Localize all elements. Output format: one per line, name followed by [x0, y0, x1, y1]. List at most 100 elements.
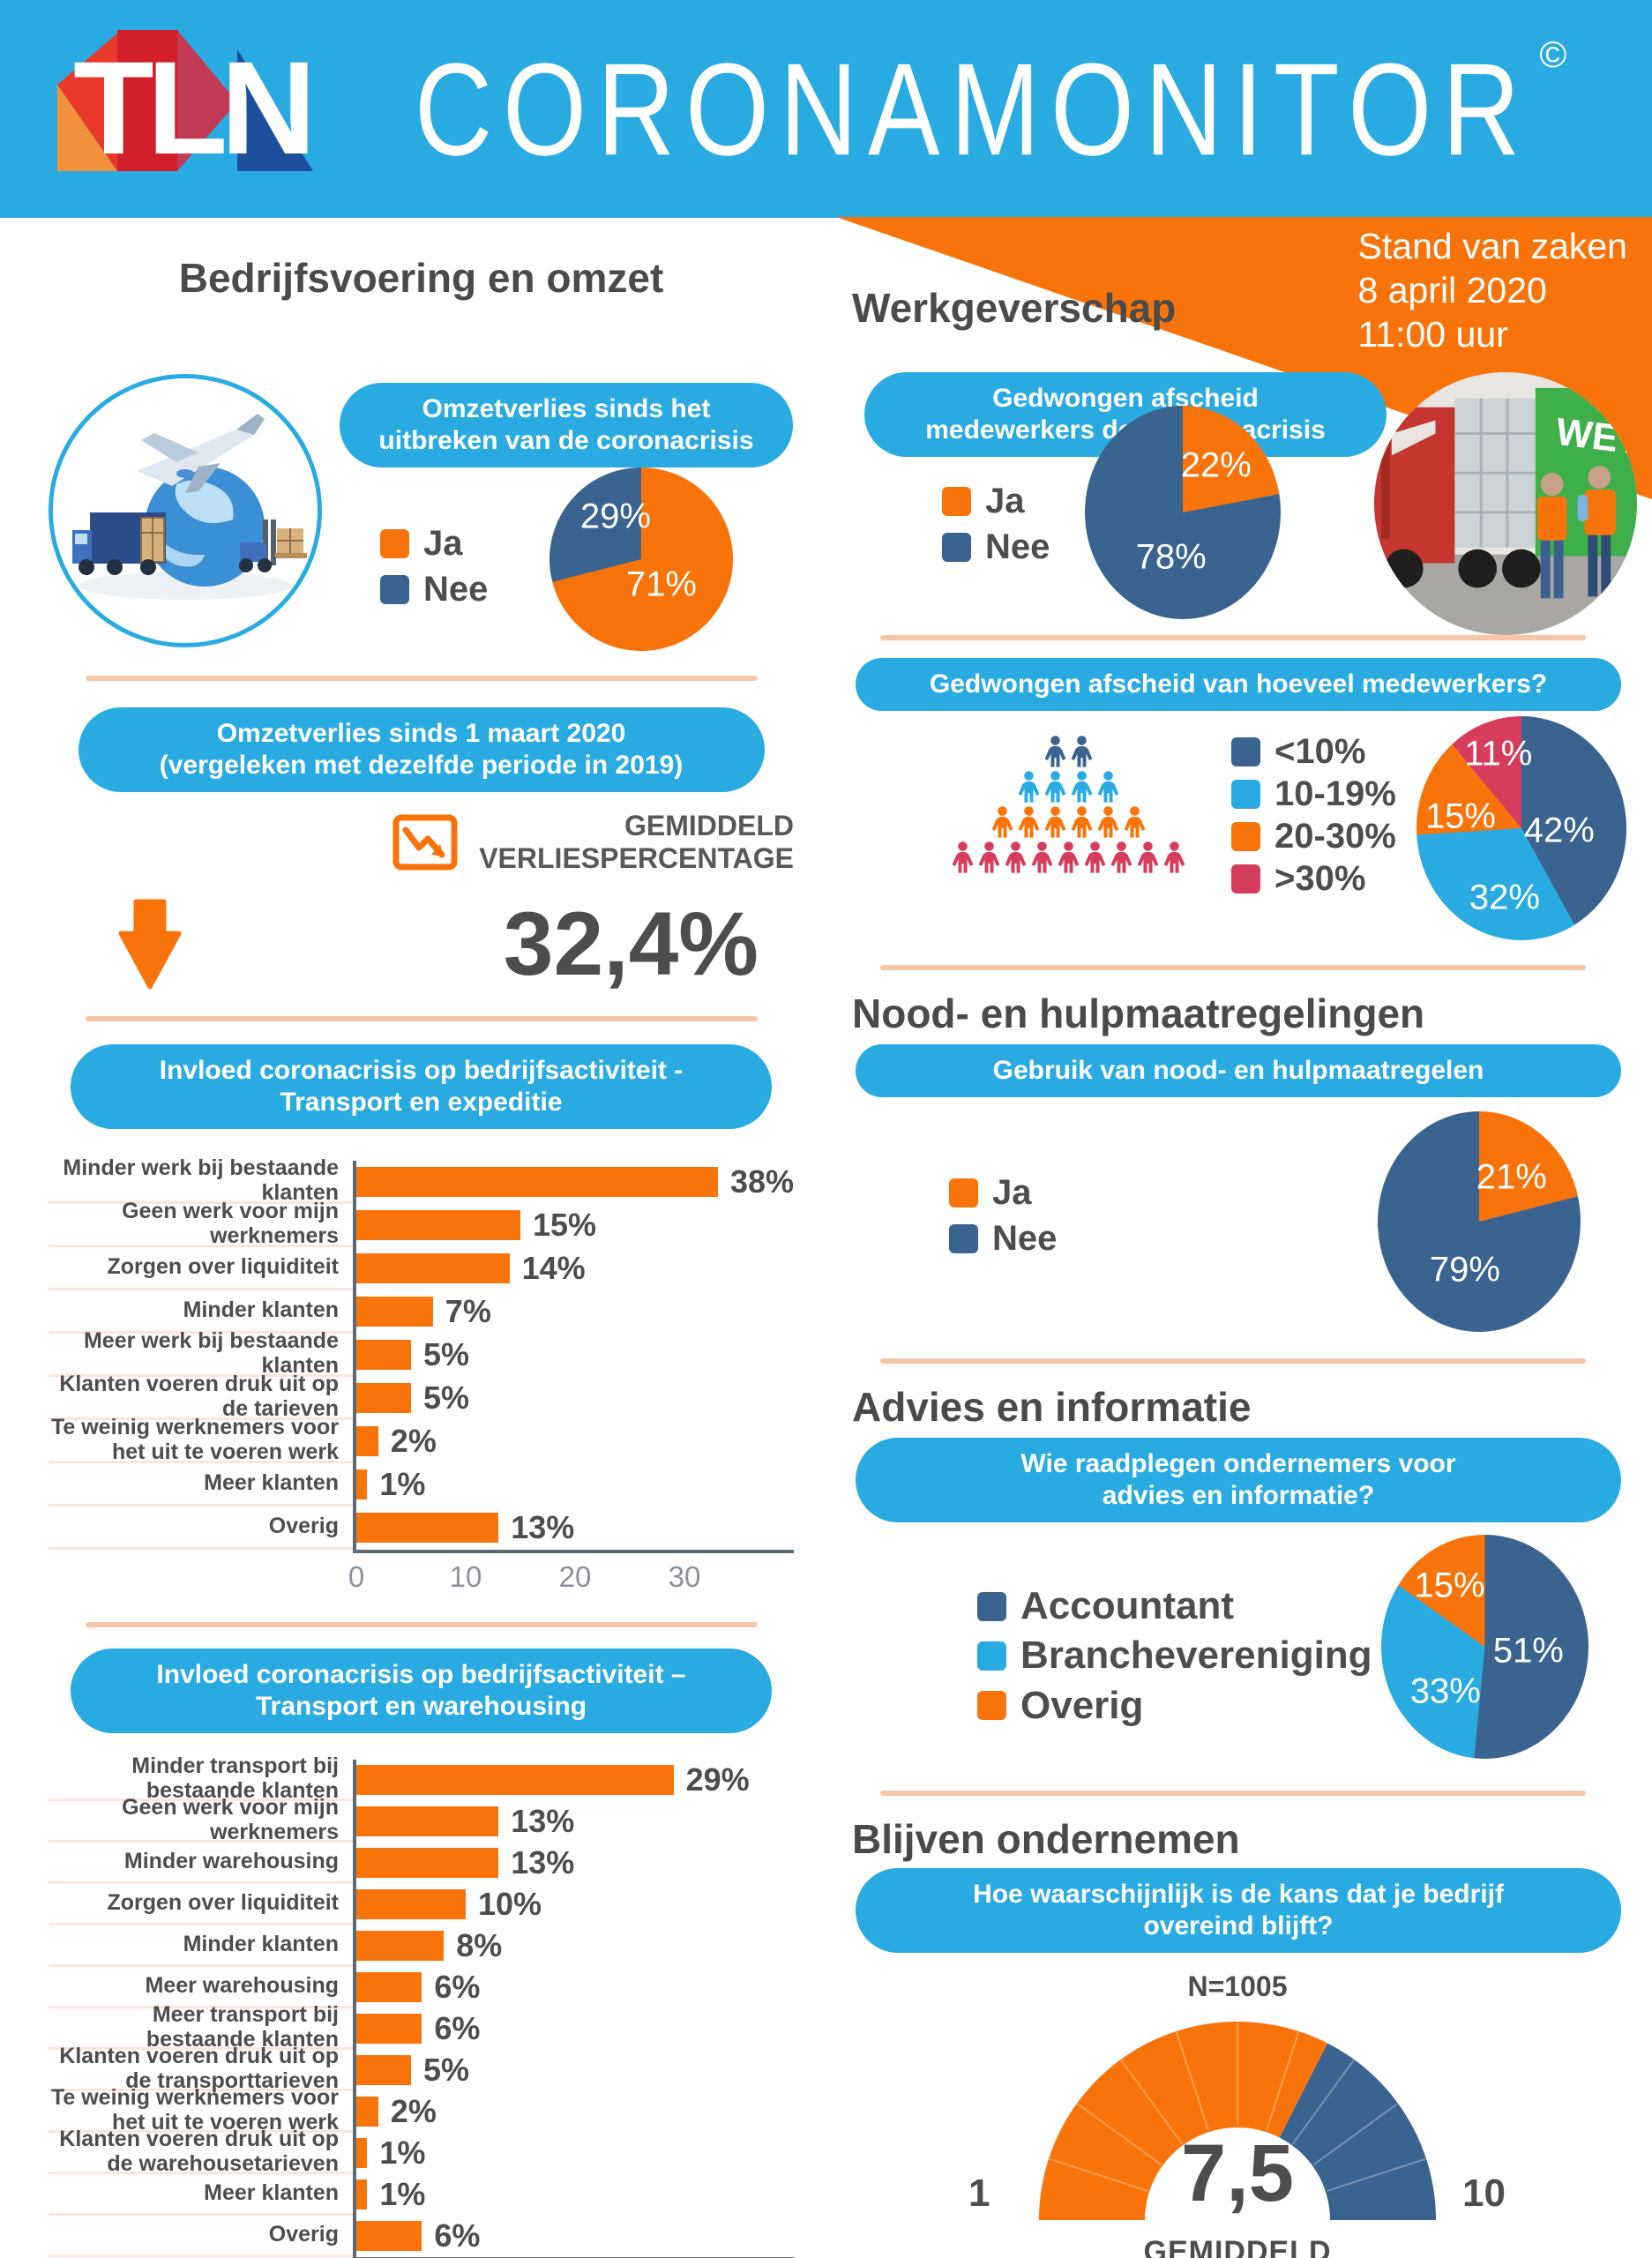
legend-item: 20-30% [1231, 817, 1396, 856]
bar-fill [356, 1972, 422, 2003]
bar-fill [356, 1889, 466, 1920]
bar-value: 38% [729, 1163, 794, 1200]
legend-swatch [949, 1178, 978, 1208]
pie-slice-label: 15% [1424, 796, 1496, 836]
x-axis-tick: 30 [668, 1559, 701, 1593]
bar-value: 13% [511, 1844, 575, 1881]
bar-row: 15% [356, 1204, 794, 1247]
bar-chart-labels: Minder werk bij bestaande klanten Geen we… [49, 1155, 353, 1553]
x-axis-tick: 20 [558, 1559, 592, 1593]
legend-item: Branchevereniging [977, 1634, 1372, 1677]
bar-category-label: Zorgen over liquiditeit [49, 1247, 353, 1290]
bar-fill [356, 1931, 445, 1962]
legend-label: >30% [1275, 859, 1366, 898]
divider [880, 635, 1586, 640]
bar-fill [356, 2055, 411, 2086]
sample-size-label: N=1005 [1187, 1970, 1288, 2002]
pyramid-row [1043, 736, 1094, 768]
bar-category-label: Meer warehousing [49, 1967, 353, 2008]
worker-figure [1577, 466, 1617, 597]
loss-percentage-row: 32,4% [49, 893, 794, 995]
metric-row: GEMIDDELD VERLIESPERCENTAGE [49, 810, 794, 875]
bar-value: 1% [379, 1466, 426, 1503]
bar-value: 1% [379, 2176, 426, 2213]
truck-icon [72, 512, 166, 575]
legend-label: Ja [985, 482, 1025, 520]
bar-row: 5% [356, 1334, 794, 1377]
bar-value: 5% [423, 1379, 470, 1417]
person-icon [991, 806, 1013, 838]
person-icon [1071, 771, 1093, 803]
metric-label: GEMIDDELD VERLIESPERCENTAGE [479, 810, 794, 874]
bar-row: 29% [356, 1760, 794, 1801]
legend-item: >30% [1231, 859, 1396, 898]
legend-label: Branchevereniging [1020, 1634, 1372, 1678]
pie-advies-disc [1381, 1535, 1588, 1759]
bar-value: 7% [445, 1293, 491, 1330]
pie-slice-label: 29% [579, 497, 651, 536]
status-date: Stand van zaken 8 april 2020 11:00 uur [1358, 224, 1627, 356]
bar-category-label: Meer klanten [49, 1463, 353, 1507]
person-icon [1071, 806, 1093, 838]
bar-category-label: Geen werk voor mijn werknemers [49, 1795, 353, 1843]
section-title-nood: Nood- en hulpmaatregelingen [852, 991, 1425, 1036]
bar-fill [356, 2179, 368, 2210]
person-icon [1018, 771, 1040, 803]
pyramid-row [990, 806, 1147, 839]
section-title-advies: Advies en informatie [852, 1384, 1252, 1430]
pie-slice-label: 42% [1523, 811, 1595, 850]
legend-gebruik: Ja Nee [949, 1173, 1057, 1258]
bar-category-label: Minder warehousing [49, 1843, 353, 1884]
bar-row: 6% [356, 1967, 794, 2008]
legend-label: Nee [992, 1219, 1058, 1258]
divider [85, 1015, 758, 1021]
person-icon [1044, 771, 1066, 803]
bar-category-label: Geen werk voor mijn werknemers [49, 1199, 353, 1247]
page-title-text: CORONAMONITOR [415, 35, 1531, 183]
bar-category-label: Klanten voeren druk uit op de warehouset… [49, 2127, 353, 2175]
person-icon [1084, 841, 1106, 873]
bar-row: 2% [356, 1420, 794, 1463]
gauge-min-label: 1 [968, 2172, 990, 2215]
legend-swatch [949, 1223, 978, 1253]
legend-label: Ja [992, 1173, 1032, 1212]
bar-row: 1% [356, 1463, 794, 1507]
bar-value: 2% [390, 1423, 437, 1460]
pie-gebruik-disc [1378, 1111, 1581, 1332]
chart-decline-icon [392, 814, 458, 871]
bar-value: 29% [685, 1761, 750, 1798]
pie-omzetverlies: 71% 29% [549, 467, 733, 651]
bar-category-label: Minder werk bij bestaande klanten [49, 1155, 353, 1204]
person-icon [1137, 841, 1159, 873]
bar-category-label: Te weinig werknemers voor het uit te voe… [49, 1415, 353, 1463]
divider [880, 1791, 1586, 1796]
section-title-blijven: Blijven ondernemen [852, 1816, 1240, 1862]
legend-swatch [380, 528, 409, 558]
down-arrow-icon [118, 899, 182, 990]
forklift-icon [239, 520, 307, 572]
loss-percentage-value: 32,4% [503, 893, 759, 995]
bar-row: 13% [356, 1843, 794, 1884]
legend-label: Ja [423, 524, 463, 563]
status-line-1: Stand van zaken [1357, 226, 1627, 266]
legend-label: 20-30% [1275, 817, 1396, 856]
left-column: Bedrijfsvoering en omzet [49, 254, 794, 2258]
divider [85, 676, 758, 681]
pie-hoeveel-medewerkers: 42% 32% 15% 11% [1417, 716, 1626, 940]
people-pyramid [951, 736, 1186, 874]
x-axis-tick: 10 [449, 1559, 482, 1593]
legend-item: Nee [942, 527, 1050, 566]
person-icon [1163, 841, 1185, 873]
bar-value: 1% [379, 2135, 426, 2172]
legend-item: Accountant [977, 1584, 1372, 1627]
pie-gedwongen-disc [1085, 406, 1281, 619]
bar-row: 38% [356, 1161, 794, 1204]
bar-row: 13% [356, 1801, 794, 1843]
pie-slice-label: 79% [1429, 1250, 1500, 1290]
person-icon [1058, 841, 1080, 873]
person-icon [952, 841, 974, 873]
logistics-illustration [49, 374, 322, 647]
omzetverlies-block: Omzetverlies sinds het uitbreken van de … [49, 302, 794, 676]
pill-overeind: Hoe waarschijnlijk is de kans dat je bed… [856, 1868, 1621, 1953]
gauge-max-label: 10 [1462, 2172, 1506, 2215]
